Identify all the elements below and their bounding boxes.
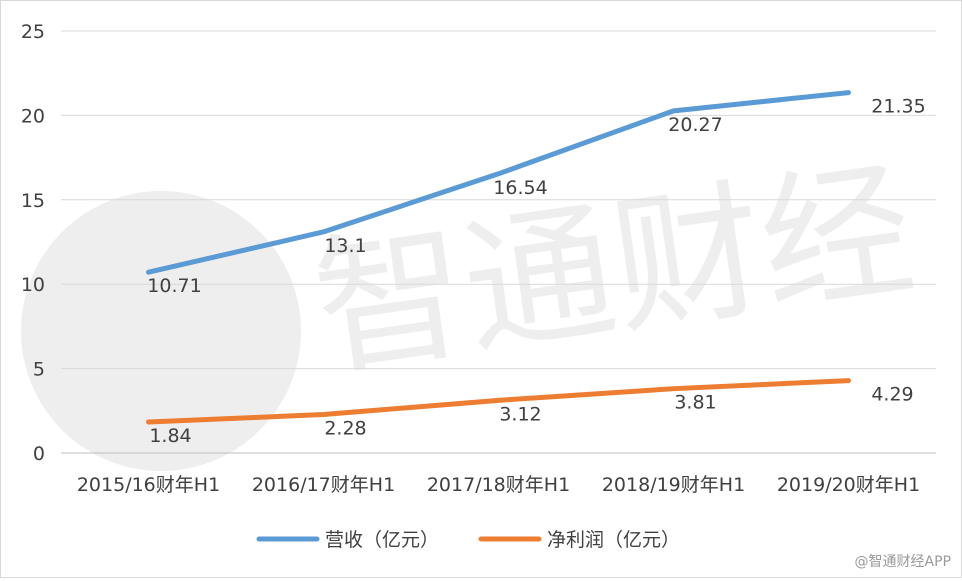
x-tick-label: 2017/18财年H1 — [427, 474, 570, 496]
data-label: 3.81 — [674, 392, 716, 414]
x-axis: 2015/16财年H1 2016/17财年H1 2017/18财年H1 2018/19… — [77, 474, 920, 496]
data-label: 2.28 — [324, 418, 366, 440]
data-label: 20.27 — [668, 114, 722, 136]
data-label: 10.71 — [147, 275, 201, 297]
data-label: 1.84 — [149, 425, 191, 447]
data-label: 3.12 — [499, 403, 541, 425]
data-label: 16.54 — [493, 177, 547, 199]
y-tick-label: 0 — [33, 443, 45, 465]
series-line — [146, 378, 851, 425]
watermark-circle — [21, 191, 301, 471]
y-tick-label: 5 — [33, 359, 45, 381]
data-label: 4.29 — [871, 384, 913, 406]
y-tick-label: 20 — [21, 105, 45, 127]
x-tick-label: 2016/17财年H1 — [252, 474, 395, 496]
y-tick-label: 15 — [21, 190, 45, 212]
watermark-logo-text: 智通财经 — [305, 143, 923, 399]
series-line — [146, 90, 851, 275]
y-tick-label: 25 — [21, 21, 45, 43]
x-tick-label: 2015/16财年H1 — [77, 474, 220, 496]
legend-label: 营收（亿元） — [325, 529, 439, 551]
data-labels: 10.71 13.1 16.54 20.27 21.35 1.84 2.28 3.12 3.81… — [147, 96, 925, 447]
x-tick-label: 2019/20财年H1 — [777, 474, 920, 496]
data-label: 13.1 — [324, 235, 366, 257]
series-lines — [146, 90, 851, 425]
data-label: 21.35 — [871, 96, 925, 118]
watermark-credit: @智通财经APP — [854, 554, 951, 570]
legend-label: 净利润（亿元） — [547, 529, 680, 551]
gridlines — [61, 30, 936, 454]
x-tick-label: 2018/19财年H1 — [602, 474, 745, 496]
y-axis: 0 5 10 15 20 25 — [21, 21, 45, 465]
y-tick-label: 10 — [21, 274, 45, 296]
legend: 营收（亿元） 净利润（亿元） — [256, 529, 680, 551]
